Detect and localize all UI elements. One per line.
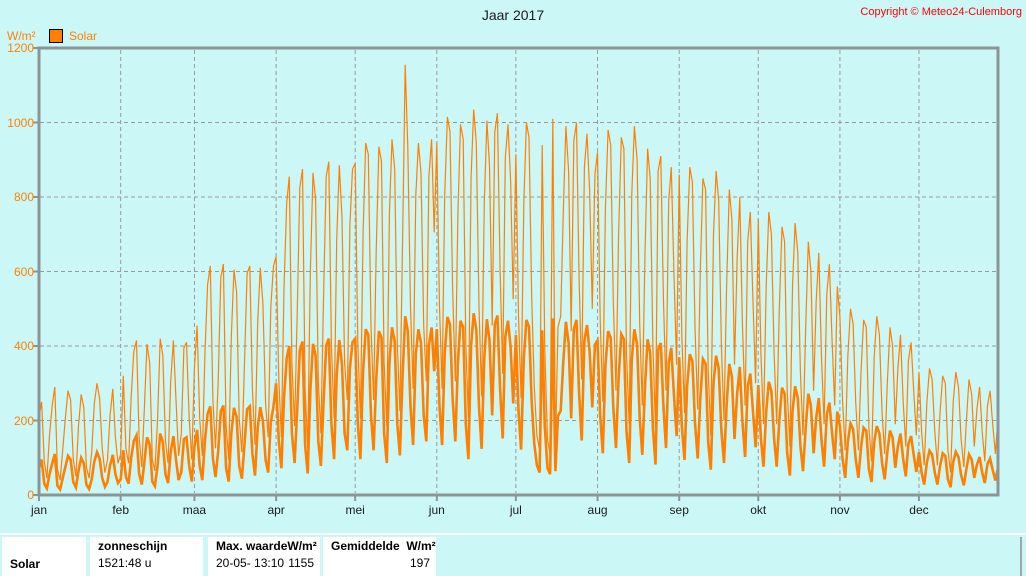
table-cell-average: Gemiddelde W/m² 197 [323, 537, 436, 576]
max-value-header: Max. waardeW/m² [216, 539, 317, 553]
legend-label: Solar [69, 29, 98, 43]
x-axis-label: sep [669, 503, 689, 517]
x-axis-label: maa [182, 503, 207, 517]
x-axis-label: nov [830, 503, 850, 517]
y-axis-label: 200 [13, 413, 34, 428]
y-axis-unit-label: W/m² [7, 29, 36, 43]
x-axis-label: okt [750, 503, 767, 517]
x-axis-label: mei [345, 503, 365, 517]
sunshine-value: 1521:48 u [98, 556, 152, 570]
y-axis-label: 600 [13, 264, 34, 279]
solar-mean-line [37, 312, 1000, 493]
sunshine-header: zonneschijn [98, 539, 168, 553]
summary-table: Solar zonneschijn 1521:48 u Max. waardeW… [0, 533, 1026, 576]
x-axis-label: aug [587, 503, 608, 517]
table-cell-series-name: Solar [2, 537, 86, 576]
x-axis-label: jan [30, 503, 47, 517]
x-axis-label: feb [112, 503, 130, 517]
max-value-number: 1155 [288, 556, 314, 570]
max-value-datetime: 20-05- 13:10 [216, 556, 285, 570]
table-cell-sunshine: zonneschijn 1521:48 u [90, 537, 203, 576]
y-axis-label: 400 [13, 339, 34, 353]
y-axis-label: 1000 [7, 115, 34, 130]
y-axis-label: 1200 [7, 41, 34, 55]
y-axis-label: 800 [13, 190, 34, 204]
legend: Solar [49, 29, 97, 43]
series-name-label: Solar [10, 557, 41, 571]
copyright-text: Copyright © Meteo24-Culemborg [860, 6, 1022, 18]
x-axis-label: apr [267, 503, 285, 517]
y-axis-label: 0 [27, 488, 34, 502]
x-axis-label: jun [428, 503, 445, 517]
x-axis-label: dec [909, 503, 929, 517]
solar-legend-swatch-icon [49, 29, 63, 43]
average-value: 197 [409, 556, 430, 570]
table-cell-max-value: Max. waardeW/m² 20-05- 13:10 1155 [208, 537, 320, 576]
x-axis-label: jul [509, 503, 522, 517]
average-header: Gemiddelde W/m² [331, 539, 436, 553]
solar-max-line [38, 64, 999, 481]
table-cell-empty [439, 537, 1022, 576]
page-title: Jaar 2017 [481, 7, 545, 23]
